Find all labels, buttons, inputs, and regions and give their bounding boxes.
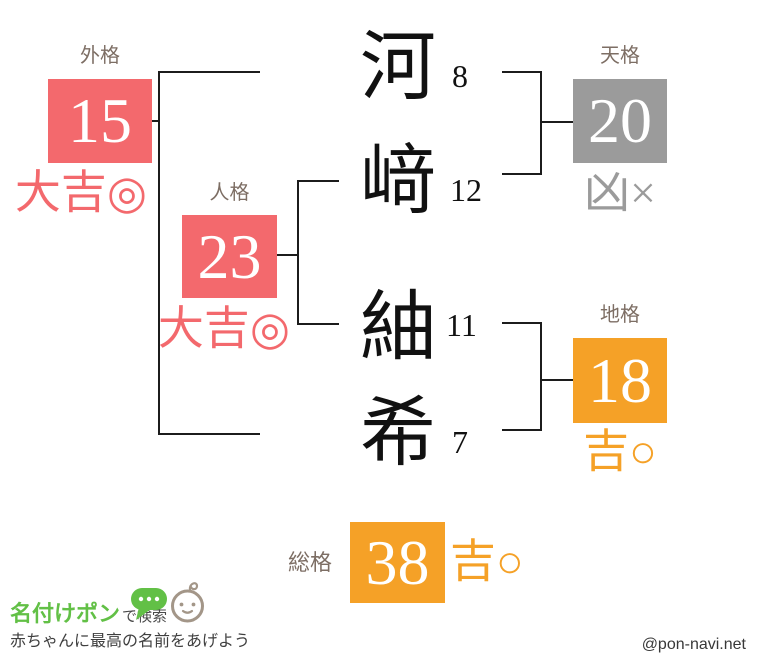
name-char-surname-2: 﨑: [360, 140, 436, 224]
gaikaku-bracket-vertical-line: [158, 71, 160, 435]
site-tagline: 赤ちゃんに最高の名前をあげよう: [10, 633, 251, 650]
chikaku-bracket-vertical-line: [540, 322, 542, 431]
tenkaku-value: 20: [588, 85, 652, 156]
tenkaku-bracket-vertical-line: [540, 71, 542, 175]
baby-face-icon: [171, 582, 204, 623]
tenkaku-box-connector-line: [540, 121, 574, 123]
chikaku-result: 吉○: [583, 426, 657, 477]
tenkaku-result: 凶×: [584, 167, 656, 218]
name-char-surname-1: 河: [360, 26, 436, 110]
chikaku-bracket-top-line: [502, 322, 542, 324]
gaikaku-box-connector-line: [151, 120, 160, 122]
jinkaku-label: 人格: [209, 182, 250, 204]
gaikaku-bracket-top-line: [158, 71, 260, 73]
tenkaku-value-box: 20: [573, 79, 667, 163]
chikaku-label: 地格: [600, 304, 640, 326]
logo-art: [131, 582, 204, 623]
chikaku-value: 18: [588, 344, 652, 416]
site-logo-text: 名付けポン: [10, 601, 121, 626]
stroke-count-surname-2: 12: [450, 172, 482, 208]
jinkaku-bracket-bottom-line: [297, 323, 339, 325]
chikaku-value-box: 18: [573, 338, 667, 423]
tenkaku-label: 天格: [600, 45, 640, 67]
name-char-given-1: 紬: [360, 286, 436, 370]
jinkaku-bracket-vertical-line: [297, 180, 299, 325]
speech-bubble-icon: [131, 588, 167, 620]
jinkaku-bracket-top-line: [297, 180, 339, 182]
gaikaku-bracket-bottom-line: [158, 433, 260, 435]
jinkaku-result: 大吉◎: [157, 303, 291, 354]
stroke-count-surname-1: 8: [452, 58, 468, 94]
soukaku-label: 総格: [287, 550, 332, 575]
gaikaku-value-box: 15: [48, 79, 152, 163]
chikaku-box-connector-line: [540, 379, 574, 381]
soukaku-value: 38: [365, 526, 430, 598]
jinkaku-value-box: 23: [182, 215, 277, 298]
chikaku-bracket-bottom-line: [502, 429, 542, 431]
stroke-count-given-1: 11: [446, 307, 477, 343]
site-logo-suffix: で検索: [122, 608, 168, 625]
jinkaku-box-connector-line: [276, 254, 299, 256]
stroke-count-given-2: 7: [452, 424, 468, 460]
tenkaku-bracket-bottom-line: [502, 173, 542, 175]
gaikaku-result: 大吉◎: [14, 167, 148, 218]
gaikaku-value: 15: [68, 85, 132, 156]
site-logo: 名付けポン で検索: [10, 601, 167, 627]
tenkaku-bracket-top-line: [502, 71, 542, 73]
soukaku-value-box: 38: [350, 522, 445, 603]
jinkaku-value: 23: [197, 220, 262, 292]
gaikaku-label: 外格: [80, 45, 120, 67]
site-credit: @pon-navi.net: [641, 636, 746, 653]
soukaku-result: 吉○: [450, 536, 524, 587]
name-char-given-2: 希: [360, 392, 436, 476]
